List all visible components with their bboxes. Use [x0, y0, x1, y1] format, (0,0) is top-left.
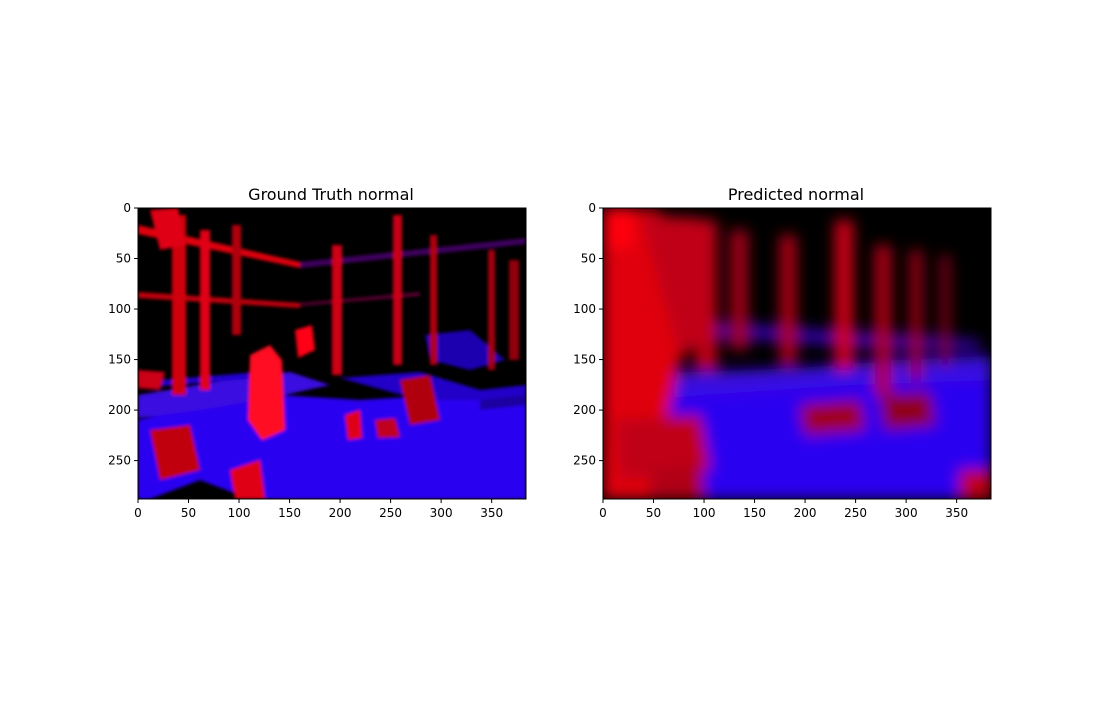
- x-tick-label: 50: [646, 506, 661, 520]
- x-tick-label: 300: [895, 506, 918, 520]
- y-tick-label: 100: [573, 302, 596, 316]
- y-tick-label: 50: [116, 252, 131, 266]
- x-tick-label: 100: [693, 506, 716, 520]
- x-tick-label: 50: [181, 506, 196, 520]
- x-tick-label: 150: [278, 506, 301, 520]
- y-tick-label: 150: [108, 353, 131, 367]
- x-tick-label: 200: [329, 506, 352, 520]
- panel-ground-truth: Ground Truth normal: [108, 185, 527, 520]
- panel-title: Ground Truth normal: [248, 185, 414, 204]
- y-tick-label: 200: [108, 403, 131, 417]
- y-tick-label: 200: [573, 403, 596, 417]
- y-tick-label: 0: [588, 201, 596, 215]
- x-axis: 0 50 100 150 200 250 300 350: [599, 499, 968, 520]
- panel-title: Predicted normal: [728, 185, 864, 204]
- x-tick-label: 0: [134, 506, 142, 520]
- normal-map-image: [603, 208, 991, 499]
- y-tick-label: 250: [108, 454, 131, 468]
- x-tick-label: 350: [945, 506, 968, 520]
- y-tick-label: 250: [573, 454, 596, 468]
- panel-predicted: Predicted normal: [573, 185, 992, 520]
- x-tick-label: 250: [844, 506, 867, 520]
- y-tick-label: 50: [581, 252, 596, 266]
- y-axis: 0 50 100 150 200 250: [108, 201, 138, 468]
- y-tick-label: 100: [108, 302, 131, 316]
- x-tick-label: 250: [379, 506, 402, 520]
- y-tick-label: 150: [573, 353, 596, 367]
- x-tick-label: 350: [480, 506, 503, 520]
- x-tick-label: 200: [794, 506, 817, 520]
- x-tick-label: 0: [599, 506, 607, 520]
- axes-frame: [137, 207, 527, 500]
- x-tick-label: 100: [228, 506, 251, 520]
- y-axis: 0 50 100 150 200 250: [573, 201, 603, 468]
- axes-frame: [602, 207, 992, 500]
- normal-map-image: [138, 208, 526, 499]
- y-tick-label: 0: [123, 201, 131, 215]
- x-tick-label: 150: [743, 506, 766, 520]
- x-axis: 0 50 100 150 200 250 300 350: [134, 499, 503, 520]
- x-tick-label: 300: [430, 506, 453, 520]
